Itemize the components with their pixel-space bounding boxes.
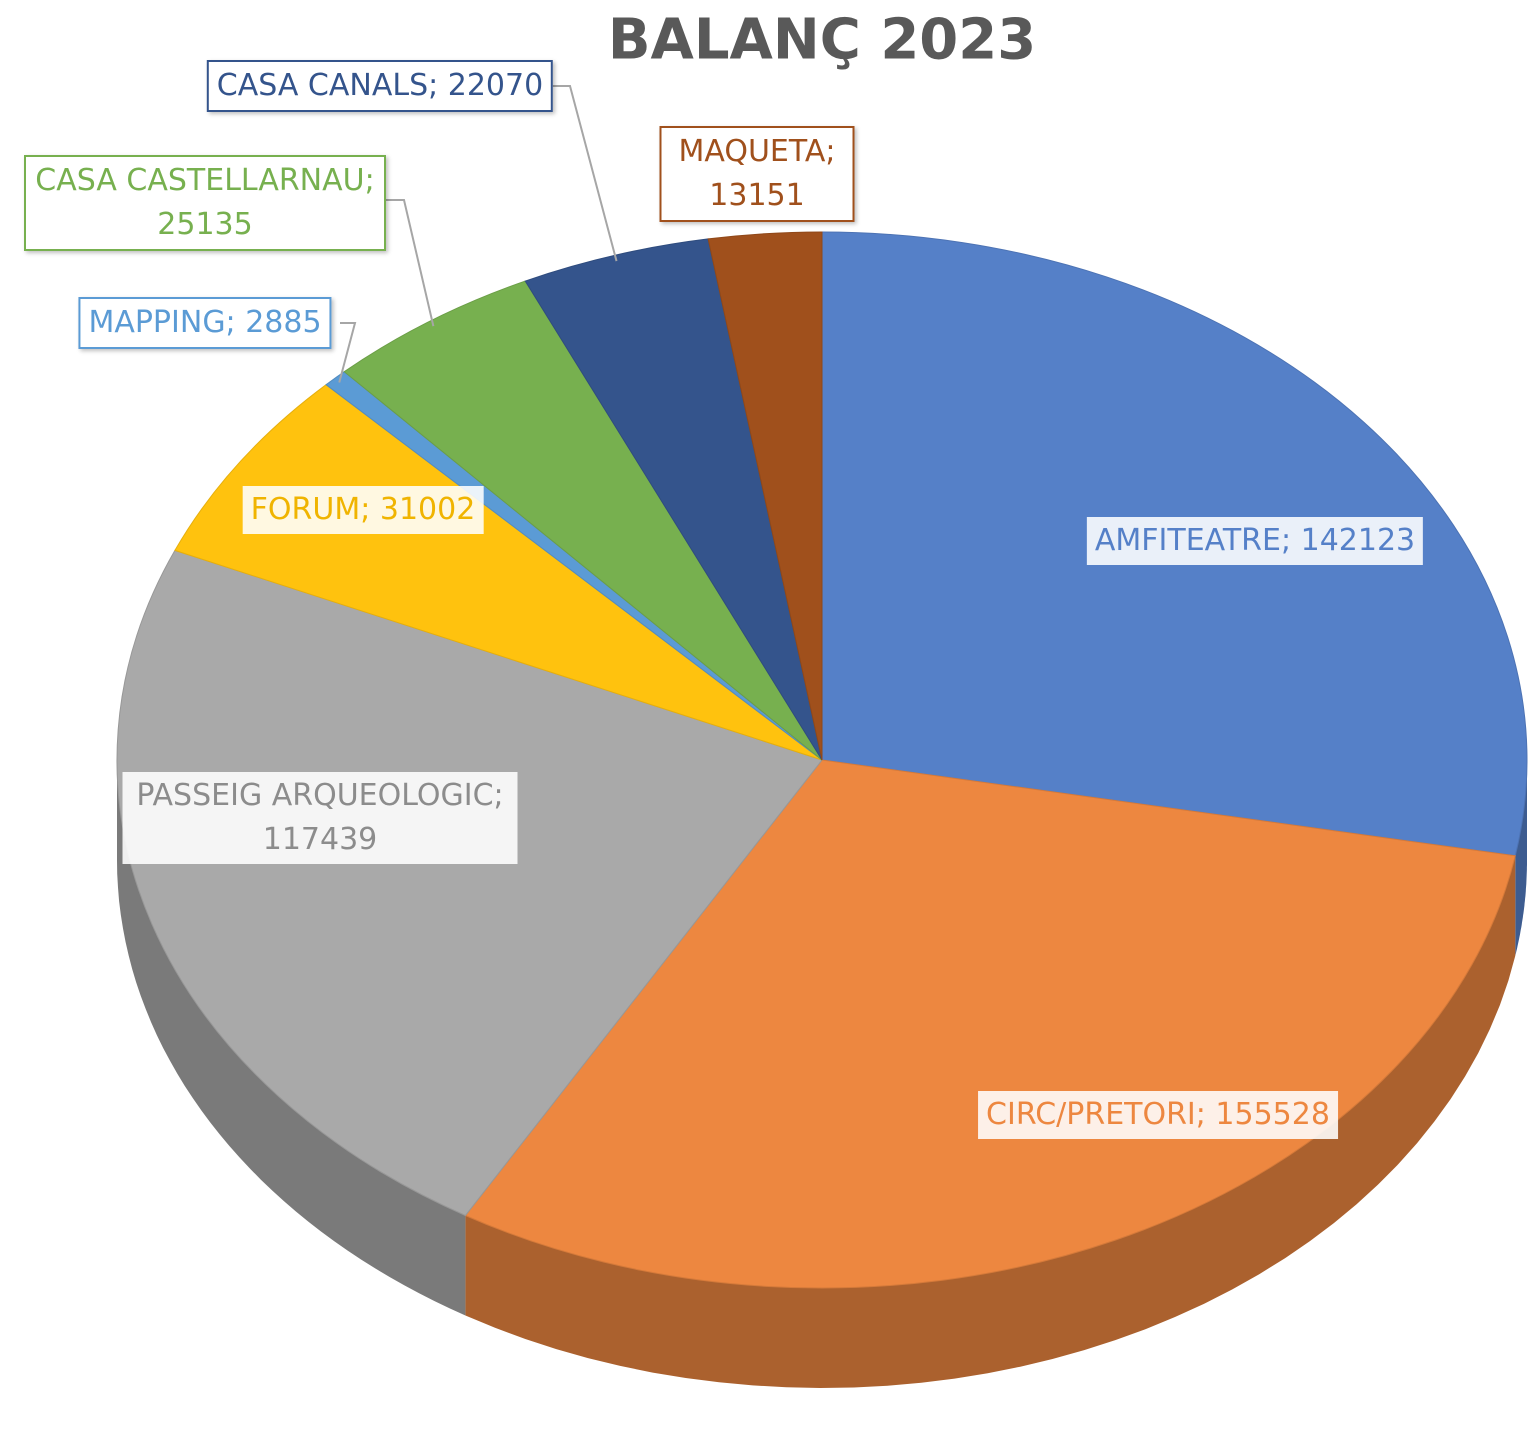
data-label: MAPPING; 2885 bbox=[78, 297, 332, 349]
data-label: FORUM; 31002 bbox=[242, 486, 484, 534]
data-label: CASA CANALS; 22070 bbox=[206, 60, 554, 112]
slice bbox=[464, 759, 1516, 1289]
slice bbox=[707, 231, 823, 761]
leader-line bbox=[386, 199, 435, 327]
data-label: MAQUETA; 13151 bbox=[659, 126, 855, 222]
data-label: CASA CASTELLARNAU; 25135 bbox=[24, 155, 386, 251]
data-label: CIRC/PRETORI; 155528 bbox=[978, 1091, 1338, 1139]
leader-line bbox=[338, 322, 357, 383]
slice-side bbox=[465, 855, 1516, 1388]
data-label: PASSEIG ARQUEOLOGIC; 117439 bbox=[122, 772, 518, 864]
slice bbox=[343, 280, 823, 761]
chart-title: BALANÇ 2023 bbox=[607, 7, 1037, 73]
leader-line bbox=[552, 85, 618, 262]
slice bbox=[116, 549, 823, 1217]
slice bbox=[174, 384, 823, 761]
data-label: AMFITEATRE; 142123 bbox=[1086, 517, 1424, 565]
slice-side bbox=[117, 760, 466, 1316]
